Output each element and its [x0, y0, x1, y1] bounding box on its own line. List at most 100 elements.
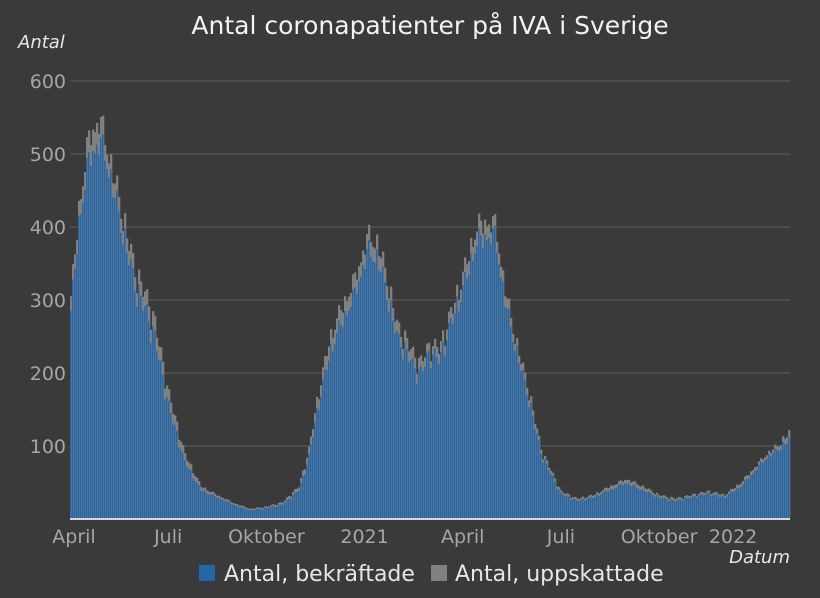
confirmed-bar — [414, 368, 416, 519]
confirmed-bar — [694, 495, 696, 519]
confirmed-bar — [614, 488, 616, 519]
confirmed-bar — [322, 380, 324, 519]
confirmed-bar — [788, 437, 790, 519]
confirmed-bar — [278, 504, 280, 519]
confirmed-bar — [196, 482, 198, 519]
confirmed-bar — [134, 291, 136, 519]
confirmed-bar — [580, 499, 582, 519]
confirmed-bar — [74, 268, 76, 519]
confirmed-bar — [448, 322, 450, 519]
confirmed-bar — [542, 462, 544, 519]
confirmed-bar — [326, 369, 328, 519]
confirmed-bar — [532, 416, 534, 519]
confirmed-bar — [378, 270, 380, 519]
confirmed-bar — [302, 475, 304, 519]
confirmed-bar — [334, 343, 336, 519]
confirmed-bar — [562, 494, 564, 519]
confirmed-bar — [632, 485, 634, 519]
confirmed-bar — [592, 497, 594, 519]
confirmed-bar — [162, 374, 164, 519]
confirmed-bar — [688, 498, 690, 519]
confirmed-bar — [572, 499, 574, 519]
confirmed-bar — [504, 306, 506, 519]
x-tick-label: April — [441, 526, 484, 548]
confirmed-bar — [462, 285, 464, 519]
confirmed-bar — [178, 447, 180, 519]
x-tick-label: Oktober — [228, 526, 305, 548]
confirmed-bar — [602, 493, 604, 519]
confirmed-bar — [662, 497, 664, 519]
y-tick-label: 400 — [30, 217, 66, 239]
confirmed-bar — [640, 490, 642, 519]
confirmed-bar — [250, 509, 252, 519]
confirmed-bar — [350, 307, 352, 519]
confirmed-bar — [208, 494, 210, 519]
confirmed-bar — [264, 507, 266, 519]
confirmed-bar — [224, 501, 226, 519]
confirmed-bar — [740, 487, 742, 519]
confirmed-bar — [90, 166, 92, 519]
confirmed-bar — [644, 491, 646, 519]
confirmed-bar — [766, 458, 768, 519]
confirmed-bar — [750, 474, 752, 519]
confirmed-bar — [360, 276, 362, 519]
confirmed-bar — [432, 354, 434, 519]
confirmed-bar — [332, 351, 334, 519]
confirmed-bar — [238, 506, 240, 519]
y-tick-label: 500 — [30, 144, 66, 166]
confirmed-bar — [318, 409, 320, 519]
confirmed-bar — [194, 480, 196, 519]
confirmed-bar — [416, 384, 418, 519]
confirmed-bar — [200, 490, 202, 519]
confirmed-bar — [144, 306, 146, 519]
confirmed-bar — [456, 296, 458, 519]
confirmed-bar — [328, 360, 330, 519]
confirmed-bar — [296, 492, 298, 519]
confirmed-bar — [70, 310, 72, 519]
confirmed-bar — [368, 239, 370, 519]
confirmed-bar — [490, 244, 492, 519]
confirmed-bar — [628, 483, 630, 519]
confirmed-bar — [536, 433, 538, 519]
confirmed-bar — [690, 497, 692, 519]
confirmed-bar — [114, 197, 116, 520]
confirmed-bar — [488, 237, 490, 519]
confirmed-bar — [754, 470, 756, 519]
confirmed-bar — [192, 478, 194, 519]
confirmed-bar — [298, 490, 300, 519]
confirmed-bar — [706, 493, 708, 519]
confirmed-bar — [202, 491, 204, 519]
confirmed-bar — [732, 491, 734, 519]
confirmed-bar — [582, 498, 584, 519]
legend-swatch-confirmed — [199, 565, 215, 581]
confirmed-bar — [266, 507, 268, 519]
confirmed-bar — [102, 134, 104, 519]
confirmed-bar — [354, 287, 356, 519]
confirmed-bar — [656, 495, 658, 519]
confirmed-bar — [400, 347, 402, 519]
confirmed-bar — [574, 499, 576, 519]
confirmed-bar — [300, 482, 302, 519]
confirmed-bar — [430, 368, 432, 519]
confirmed-bar — [724, 497, 726, 519]
confirmed-bar — [236, 505, 238, 519]
confirmed-bar — [436, 356, 438, 519]
confirmed-bar — [160, 360, 162, 519]
confirmed-bar — [586, 499, 588, 519]
confirmed-bar — [746, 478, 748, 519]
confirmed-bar — [212, 494, 214, 519]
confirmed-bar — [418, 368, 420, 519]
confirmed-bar — [548, 470, 550, 519]
confirmed-bar — [304, 474, 306, 519]
confirmed-bar — [784, 444, 786, 519]
confirmed-bar — [474, 253, 476, 519]
confirmed-bar — [470, 252, 472, 519]
confirmed-bar — [150, 343, 152, 519]
confirmed-bar — [98, 154, 100, 520]
confirmed-bar — [410, 359, 412, 519]
confirmed-bar — [426, 352, 428, 519]
confirmed-bar — [434, 348, 436, 519]
confirmed-bar — [252, 510, 254, 519]
confirmed-bar — [510, 326, 512, 519]
confirmed-bar — [636, 487, 638, 519]
